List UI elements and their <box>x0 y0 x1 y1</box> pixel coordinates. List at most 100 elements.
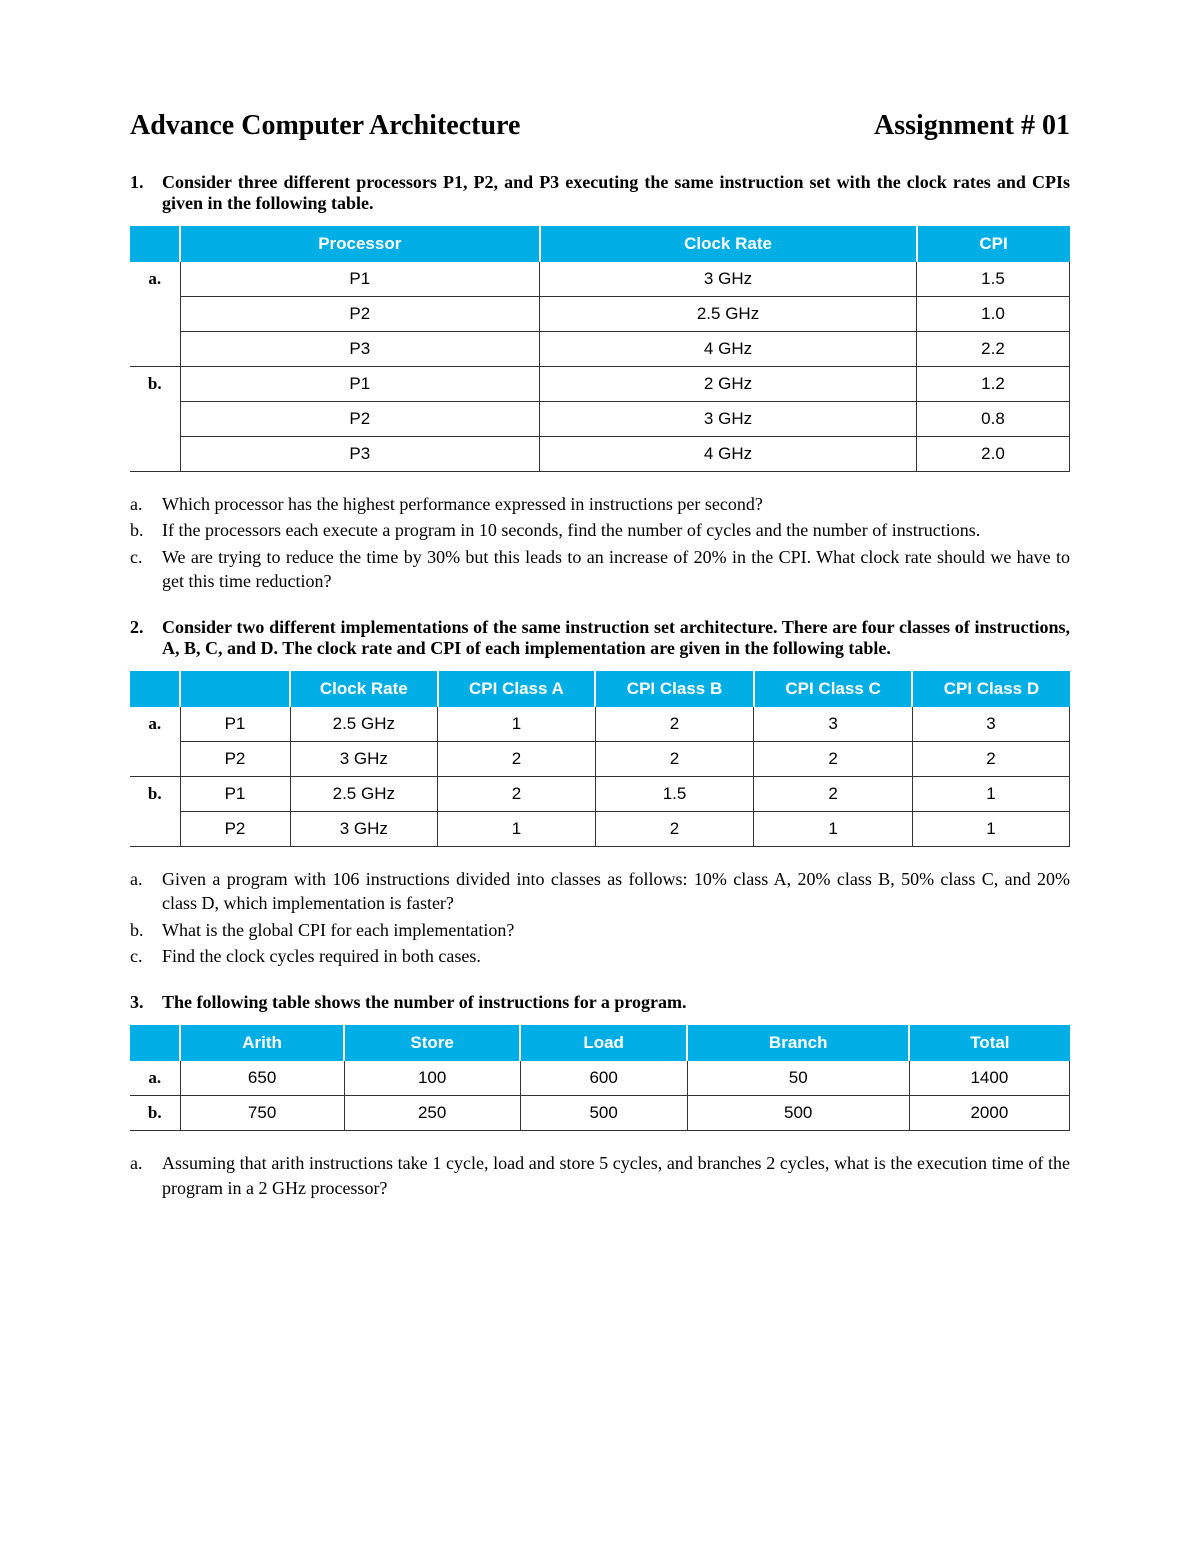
subquestion-text: Find the clock cycles required in both c… <box>162 944 1070 968</box>
question-body: Consider two different implementations o… <box>162 617 1070 659</box>
subquestion-item: c.We are trying to reduce the time by 30… <box>130 545 1070 594</box>
subquestion-item: a.Which processor has the highest perfor… <box>130 492 1070 516</box>
q1-table: ProcessorClock RateCPI a.P13 GHz1.5P22.5… <box>130 226 1070 472</box>
table-header-cell: Branch <box>687 1025 909 1061</box>
table-cell: 4 GHz <box>540 332 917 367</box>
table-header-cell: CPI <box>917 226 1070 262</box>
table-header-cell: Load <box>520 1025 687 1061</box>
table-cell: 750 <box>180 1096 344 1131</box>
table-row: b.7502505005002000 <box>130 1096 1070 1131</box>
q2-subquestions: a.Given a program with 106 instructions … <box>130 867 1070 968</box>
subquestion-item: c.Find the clock cycles required in both… <box>130 944 1070 968</box>
table-cell: 1.2 <box>917 367 1070 402</box>
table-cell: P1 <box>180 707 290 742</box>
table-cell: 2 <box>754 777 913 812</box>
subquestion-marker: b. <box>130 518 162 542</box>
table-cell: 3 <box>912 707 1069 742</box>
table-cell: 2.0 <box>917 437 1070 472</box>
table-header-cell: Processor <box>180 226 540 262</box>
table-cell: 1.5 <box>917 262 1070 297</box>
question-3-prompt: 3. The following table shows the number … <box>130 992 1070 1013</box>
subquestion-marker: b. <box>130 918 162 942</box>
question-number: 1. <box>130 172 162 214</box>
subquestion-item: b.If the processors each execute a progr… <box>130 518 1070 542</box>
table-cell: 2000 <box>909 1096 1069 1131</box>
subquestion-item: b.What is the global CPI for each implem… <box>130 918 1070 942</box>
table-header-cell: CPI Class B <box>595 671 754 707</box>
table-cell: P1 <box>180 367 540 402</box>
table-cell: 1.0 <box>917 297 1070 332</box>
subquestion-marker: a. <box>130 1151 162 1200</box>
table-cell: 100 <box>344 1061 520 1096</box>
course-title: Advance Computer Architecture <box>130 110 520 142</box>
table-cell: 1.5 <box>595 777 754 812</box>
table-header-cell: Arith <box>180 1025 344 1061</box>
table-row: P34 GHz2.0 <box>130 437 1070 472</box>
table-row: P22.5 GHz1.0 <box>130 297 1070 332</box>
group-label-cell: a. <box>130 262 180 367</box>
subquestion-text: Given a program with 106 instructions di… <box>162 867 1070 916</box>
table-cell: P3 <box>180 437 540 472</box>
table-header-cell <box>130 1025 180 1061</box>
subquestion-text: What is the global CPI for each implemen… <box>162 918 1070 942</box>
table-cell: P2 <box>180 297 540 332</box>
subquestion-item: a.Assuming that arith instructions take … <box>130 1151 1070 1200</box>
table-cell: 1400 <box>909 1061 1069 1096</box>
question-body: Consider three different processors P1, … <box>162 172 1070 214</box>
table-header-cell: CPI Class D <box>912 671 1069 707</box>
subquestion-item: a.Given a program with 106 instructions … <box>130 867 1070 916</box>
table-cell: 4 GHz <box>540 437 917 472</box>
table-cell: 1 <box>754 812 913 847</box>
table-cell: 500 <box>687 1096 909 1131</box>
table-header-cell: Store <box>344 1025 520 1061</box>
table-cell: P1 <box>180 262 540 297</box>
table-cell: 3 <box>754 707 913 742</box>
question-3: 3. The following table shows the number … <box>130 992 1070 1200</box>
table-row: b.P12 GHz1.2 <box>130 367 1070 402</box>
table-header-cell: CPI Class C <box>754 671 913 707</box>
table-cell: 2.5 GHz <box>290 707 438 742</box>
table-cell: 250 <box>344 1096 520 1131</box>
subquestion-marker: a. <box>130 867 162 916</box>
q3-table: ArithStoreLoadBranchTotal a.650100600501… <box>130 1025 1070 1131</box>
table-row: P23 GHz0.8 <box>130 402 1070 437</box>
table-cell: 2 <box>754 742 913 777</box>
table-cell: 3 GHz <box>540 402 917 437</box>
table-cell: 500 <box>520 1096 687 1131</box>
table-header-cell <box>180 671 290 707</box>
group-label-cell: a. <box>130 707 180 777</box>
table-cell: 2.5 GHz <box>290 777 438 812</box>
table-row: a.P12.5 GHz1233 <box>130 707 1070 742</box>
table-cell: 1 <box>438 812 596 847</box>
table-cell: 1 <box>438 707 596 742</box>
q2-table: Clock RateCPI Class ACPI Class BCPI Clas… <box>130 671 1070 847</box>
table-cell: 2 GHz <box>540 367 917 402</box>
table-cell: 1 <box>912 812 1069 847</box>
table-cell: 2 <box>595 742 754 777</box>
table-header-cell: Total <box>909 1025 1069 1061</box>
table-header-cell: Clock Rate <box>290 671 438 707</box>
question-number: 2. <box>130 617 162 659</box>
table-cell: 2.5 GHz <box>540 297 917 332</box>
table-cell: 2 <box>595 707 754 742</box>
subquestion-marker: c. <box>130 545 162 594</box>
table-cell: 0.8 <box>917 402 1070 437</box>
table-cell: 650 <box>180 1061 344 1096</box>
question-2-prompt: 2. Consider two different implementation… <box>130 617 1070 659</box>
subquestion-text: If the processors each execute a program… <box>162 518 1070 542</box>
table-cell: 1 <box>912 777 1069 812</box>
table-cell: 50 <box>687 1061 909 1096</box>
table-cell: 2 <box>595 812 754 847</box>
group-label-cell: b. <box>130 367 180 472</box>
subquestion-text: Which processor has the highest performa… <box>162 492 1070 516</box>
table-cell: 600 <box>520 1061 687 1096</box>
question-number: 3. <box>130 992 162 1013</box>
table-row: P34 GHz2.2 <box>130 332 1070 367</box>
q1-subquestions: a.Which processor has the highest perfor… <box>130 492 1070 593</box>
table-cell: P2 <box>180 812 290 847</box>
subquestion-marker: c. <box>130 944 162 968</box>
subquestion-marker: a. <box>130 492 162 516</box>
question-2: 2. Consider two different implementation… <box>130 617 1070 968</box>
table-row: a.P13 GHz1.5 <box>130 262 1070 297</box>
table-row: P23 GHz2222 <box>130 742 1070 777</box>
